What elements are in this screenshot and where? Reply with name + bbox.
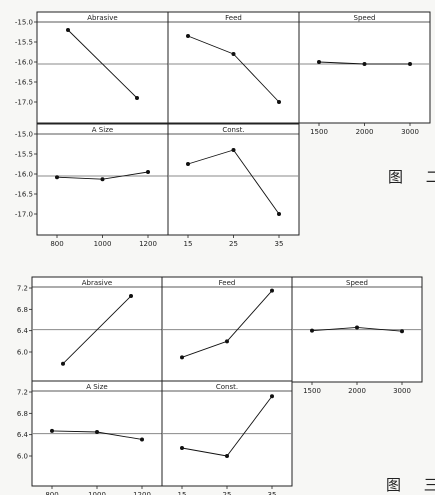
data-point	[100, 177, 105, 182]
x-tick-label: 3000	[393, 387, 411, 395]
data-point	[277, 100, 281, 104]
y-tick-label: -15.5	[15, 39, 33, 47]
x-tick-label: 15	[184, 240, 193, 248]
series-segment	[102, 171, 149, 180]
data-point	[400, 329, 404, 334]
series-segment	[62, 295, 132, 365]
series-segment	[51, 430, 98, 433]
data-point	[66, 28, 70, 32]
data-point	[231, 52, 236, 56]
y-tick-label: 6.4	[17, 431, 29, 439]
y-tick-label: 6.8	[17, 410, 28, 418]
x-tick-label: 15	[178, 491, 187, 495]
figure-3-label: 图 三	[386, 476, 435, 494]
panel-title: Speed	[346, 279, 368, 287]
y-tick-label: 7.2	[17, 285, 28, 293]
series-segment	[96, 431, 143, 440]
data-point	[225, 454, 229, 458]
x-tick-label: 1200	[139, 240, 157, 248]
x-tick-label: 25	[229, 240, 238, 248]
x-tick-label: 1000	[88, 491, 106, 495]
data-point	[95, 430, 99, 434]
panel-title: Feed	[225, 14, 242, 22]
y-tick-label: 7.2	[17, 389, 28, 397]
data-point	[186, 34, 190, 38]
data-point	[180, 355, 184, 360]
panel-row-frame	[36, 11, 431, 124]
y-tick-label: -17.0	[15, 99, 33, 107]
series-segment	[187, 149, 234, 165]
y-tick-label: 6.4	[17, 327, 29, 335]
x-tick-label: 25	[223, 491, 232, 495]
data-point	[55, 175, 59, 180]
y-tick-label: 6.0	[17, 453, 28, 461]
series-segment	[56, 176, 103, 180]
data-point	[317, 60, 321, 64]
data-point	[270, 394, 274, 399]
x-tick-label: 1500	[310, 128, 328, 136]
panel-title: A Size	[92, 126, 113, 134]
series-segment	[67, 29, 138, 99]
data-point	[231, 148, 236, 152]
data-point	[146, 170, 150, 174]
data-point	[140, 437, 144, 442]
series-segment	[318, 61, 365, 65]
series-segment	[356, 327, 403, 332]
x-tick-label: 35	[268, 491, 277, 495]
x-tick-label: 2000	[356, 128, 374, 136]
panel-title: Abrasive	[82, 279, 112, 287]
panel-title: Speed	[354, 14, 376, 22]
x-tick-label: 2000	[348, 387, 366, 395]
data-point	[180, 446, 184, 450]
x-tick-label: 1000	[94, 240, 112, 248]
panel-title: Feed	[219, 279, 236, 287]
y-tick-label: -16.5	[15, 79, 33, 87]
series-segment	[233, 53, 280, 103]
data-point	[50, 428, 54, 433]
y-tick-label: -16.0	[15, 171, 33, 179]
panel-title: Const.	[222, 126, 244, 134]
y-tick-label: -17.0	[15, 211, 33, 219]
data-point	[277, 212, 281, 216]
series-segment	[311, 327, 358, 332]
data-point	[355, 325, 359, 330]
x-tick-label: 1200	[133, 491, 151, 495]
series-segment	[181, 340, 228, 358]
x-tick-label: 3000	[401, 128, 419, 136]
y-tick-label: 6.8	[17, 306, 28, 314]
data-point	[310, 328, 314, 333]
panel-title: Abrasive	[87, 14, 117, 22]
data-point	[61, 361, 65, 366]
x-tick-label: 800	[45, 491, 58, 495]
series-segment	[187, 35, 234, 55]
figure-2-label: 图 二	[388, 168, 435, 186]
y-tick-label: -16.0	[15, 59, 33, 67]
y-tick-label: -15.5	[15, 151, 33, 159]
y-tick-label: -16.5	[15, 191, 33, 199]
data-point	[135, 96, 139, 100]
x-tick-label: 35	[275, 240, 284, 248]
panel-title: A Size	[86, 383, 107, 391]
data-point	[129, 294, 133, 298]
series-segment	[226, 395, 273, 457]
data-point	[408, 62, 412, 66]
y-tick-label: -15.0	[15, 19, 33, 27]
panel-title: Const.	[216, 383, 238, 391]
data-point	[225, 339, 229, 344]
data-point	[270, 288, 274, 293]
x-tick-label: 1500	[303, 387, 321, 395]
data-point	[362, 62, 367, 66]
x-tick-label: 800	[50, 240, 63, 248]
data-point	[186, 162, 190, 166]
series-segment	[181, 447, 228, 457]
series-segment	[233, 149, 280, 215]
series-segment	[226, 290, 273, 342]
y-tick-label: -15.0	[15, 131, 33, 139]
y-tick-label: 6.0	[17, 349, 28, 357]
